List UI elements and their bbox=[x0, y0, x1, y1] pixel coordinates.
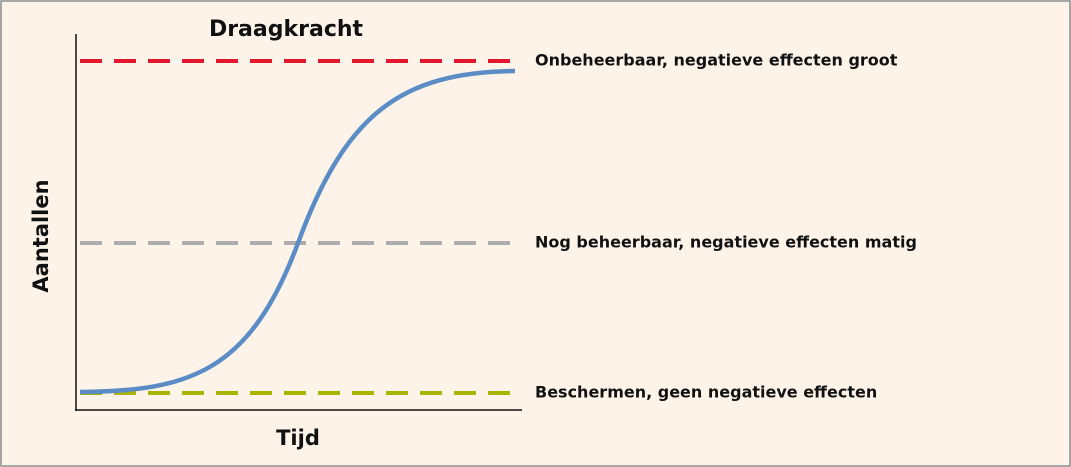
threshold-label: Onbeheerbaar, negatieve effecten groot bbox=[535, 51, 898, 70]
threshold-label: Beschermen, geen negatieve effecten bbox=[535, 383, 877, 402]
x-axis-label: Tijd bbox=[276, 426, 320, 450]
y-axis-label: Aantallen bbox=[29, 179, 53, 292]
title: Draagkracht bbox=[209, 17, 364, 42]
growth-curve bbox=[79, 68, 516, 395]
levels: Onbeheerbaar, negatieve effecten groot No… bbox=[80, 51, 917, 402]
threshold-label: Nog beheerbaar, negatieve effecten matig bbox=[535, 233, 917, 252]
